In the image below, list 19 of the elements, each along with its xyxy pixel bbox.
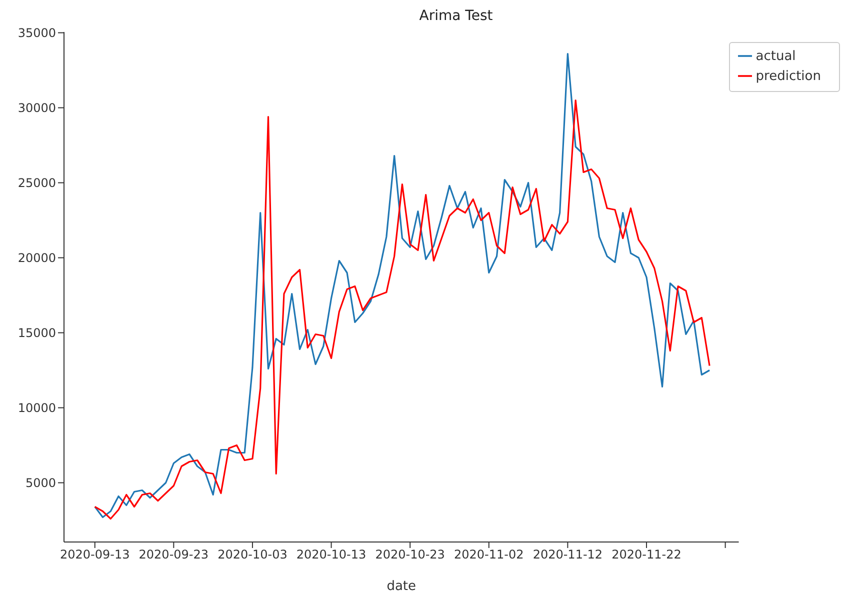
legend-label: prediction [756, 69, 821, 84]
x-tick-label: 2020-09-13 [60, 548, 130, 562]
x-tick-label: 2020-11-02 [454, 548, 524, 562]
x-tick-label: 2020-09-23 [138, 548, 209, 562]
y-tick-label: 15000 [18, 326, 56, 340]
x-tick-label: 2020-10-23 [375, 548, 445, 562]
x-tick-label: 2020-10-13 [296, 548, 366, 562]
y-tick-label: 20000 [18, 251, 56, 266]
x-tick-label: 2020-11-12 [532, 548, 603, 562]
y-tick-label: 10000 [18, 401, 56, 416]
x-tick-label: 2020-11-22 [612, 548, 682, 562]
y-tick-label: 35000 [18, 26, 56, 40]
legend-label: actual [756, 49, 796, 64]
y-tick-label: 25000 [18, 176, 56, 190]
chart-title: Arima Test [418, 8, 494, 24]
y-tick-label: 30000 [18, 101, 56, 116]
x-axis-title: date [386, 579, 416, 594]
y-tick-label: 5000 [25, 476, 56, 490]
x-tick-label: 2020-10-03 [218, 548, 288, 562]
